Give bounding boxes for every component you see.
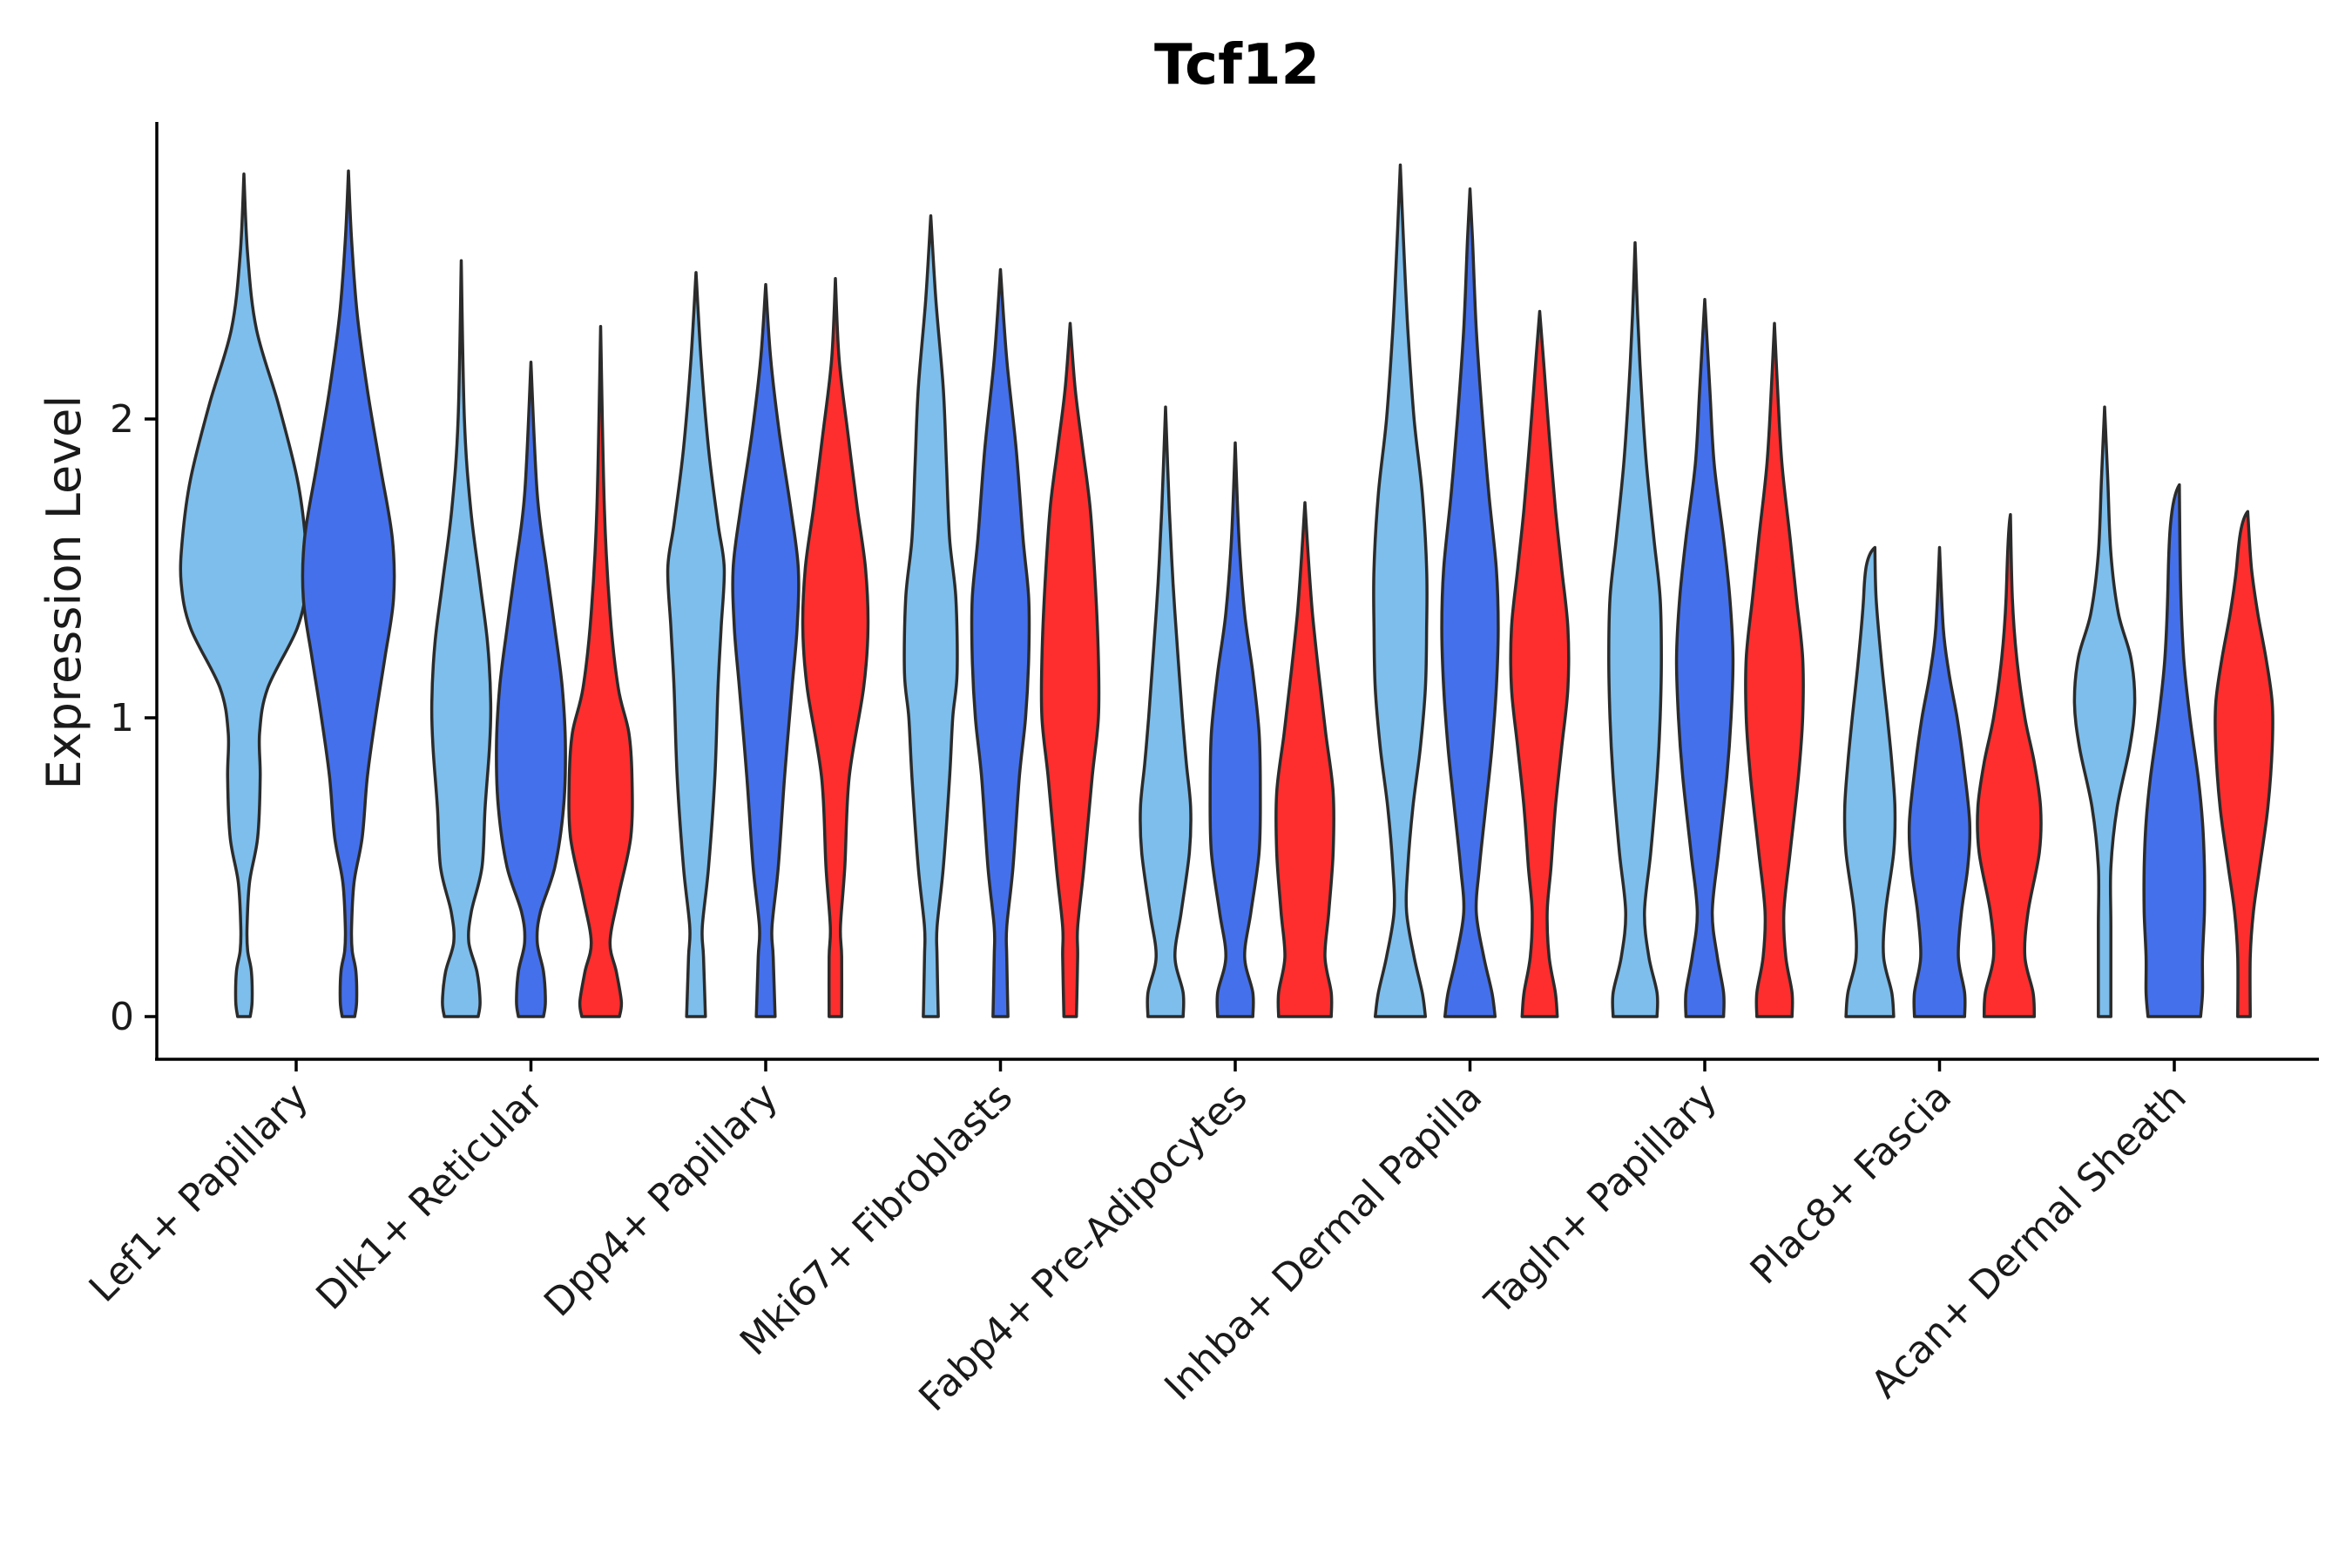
violin-fabp4-pre-adipocytes-group-3 [1274,501,1335,1018]
violin-dlk1-reticular-group-3 [567,324,634,1018]
violin-mki67-fibroblasts-group-1 [902,214,959,1018]
violin-layer [179,163,2274,1018]
x-tick-label: Tagln+ Papillary [1477,1075,1726,1324]
violin-fabp4-pre-adipocytes-group-2 [1208,441,1262,1018]
violin-tagln-papillary-group-3 [1744,321,1805,1018]
chart-title: Tcf12 [1154,33,1320,98]
x-tick-label: Plac8+ Fascia [1742,1075,1961,1294]
axes [155,122,2319,1061]
violin-acan-dermal-sheath-group-1 [2072,405,2137,1018]
violin-dlk1-reticular-group-1 [429,259,493,1018]
violin-acan-dermal-sheath-group-2 [2142,483,2207,1018]
y-axis-label: Expression Level [37,395,91,790]
y-tick-label: 0 [110,995,134,1039]
violin-mki67-fibroblasts-group-2 [970,267,1031,1018]
violin-acan-dermal-sheath-group-3 [2213,510,2274,1018]
violin-plac8-fascia-group-2 [1907,545,1972,1018]
violin-plac8-fascia-group-3 [1976,513,2043,1018]
violin-dpp4-papillary-group-3 [801,277,870,1018]
violin-inhba-dermal-papilla-group-1 [1372,163,1429,1018]
x-tick-label: Dlk1+ Reticular [308,1074,552,1319]
violin-dlk1-reticular-group-2 [495,361,567,1018]
x-tick-label: Lef1+ Papillary [81,1075,317,1311]
violin-inhba-dermal-papilla-group-3 [1509,309,1571,1018]
y-ticks: 0 1 2 [110,397,157,1039]
violin-fabp4-pre-adipocytes-group-1 [1139,405,1193,1018]
violin-plac8-fascia-group-1 [1842,545,1897,1018]
violin-tagln-papillary-group-2 [1674,298,1735,1018]
violin-inhba-dermal-papilla-group-2 [1440,187,1500,1018]
y-tick-label: 2 [110,397,134,442]
violin-lef1-papillary-group-2 [301,169,396,1018]
violin-mki67-fibroblasts-group-3 [1039,321,1101,1018]
y-tick-label: 1 [110,696,134,740]
x-tick-label: Dpp4+ Papillary [536,1075,787,1326]
violin-tagln-papillary-group-1 [1607,240,1663,1018]
violin-dpp4-papillary-group-2 [731,282,801,1018]
violin-lef1-papillary-group-1 [179,172,309,1018]
violin-dpp4-papillary-group-1 [666,271,727,1018]
